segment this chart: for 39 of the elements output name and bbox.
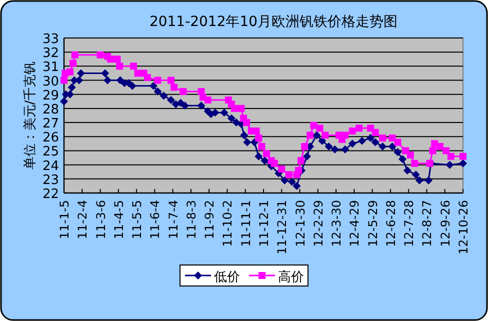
y-tick-label: 26 [42, 130, 59, 146]
x-tick-label: 12-5-29 [366, 200, 380, 247]
x-tick-label: 12-6-28 [384, 200, 398, 247]
x-tick-label: 12-3-30 [330, 200, 344, 247]
x-tick-label: 11-12-31 [275, 200, 290, 254]
x-tick-label: 11-7-4 [166, 200, 180, 240]
x-tick-label: 11-5-5 [130, 200, 144, 240]
x-tick-label: 12-4-29 [348, 200, 362, 247]
y-tick-label: 23 [42, 172, 59, 188]
x-tick-label: 11-6-4 [148, 200, 162, 240]
x-tick-label: 11-12-1 [257, 200, 271, 247]
y-tick-label: 32 [42, 46, 59, 62]
y-tick-label: 31 [42, 60, 59, 76]
x-tick-label: 12-9-26 [438, 200, 452, 247]
y-tick-label: 30 [42, 74, 59, 90]
y-tick-label: 25 [42, 144, 59, 160]
legend-label: 低价 [214, 270, 240, 285]
x-tick-label: 12-1-30 [293, 200, 308, 247]
x-tick-label: 11-8-3 [184, 200, 198, 240]
y-tick-label: 27 [42, 116, 59, 132]
legend-label: 高价 [278, 269, 304, 285]
x-tick-label: 12-8-27 [420, 200, 434, 247]
y-axis-title: 单位：美元/千克钒 [22, 61, 38, 170]
x-tick-label: 12-10-26 [456, 200, 470, 254]
x-tick-label: 11-4-5 [112, 200, 126, 240]
x-tick-label: 12-7-28 [402, 200, 416, 247]
y-tick-label: 28 [42, 102, 59, 118]
x-tick-label: 12-2-29 [311, 200, 326, 247]
x-tick-label: 11-3-6 [94, 200, 108, 240]
x-tick-label: 11-2-4 [76, 200, 90, 240]
x-tick-label: 11-9-2 [202, 200, 217, 240]
y-tick-label: 29 [42, 88, 59, 104]
y-tick-label: 22 [42, 187, 59, 202]
x-tick-label: 11-1-5 [58, 200, 72, 240]
chart-title: 2011-2012年10月欧洲钒铁价格走势图 [149, 14, 398, 30]
x-tick-label: 11-11-1 [238, 200, 253, 247]
y-tick-label: 33 [42, 32, 59, 47]
y-tick-label: 24 [42, 158, 59, 174]
x-tick-label: 11-10-2 [220, 200, 235, 247]
